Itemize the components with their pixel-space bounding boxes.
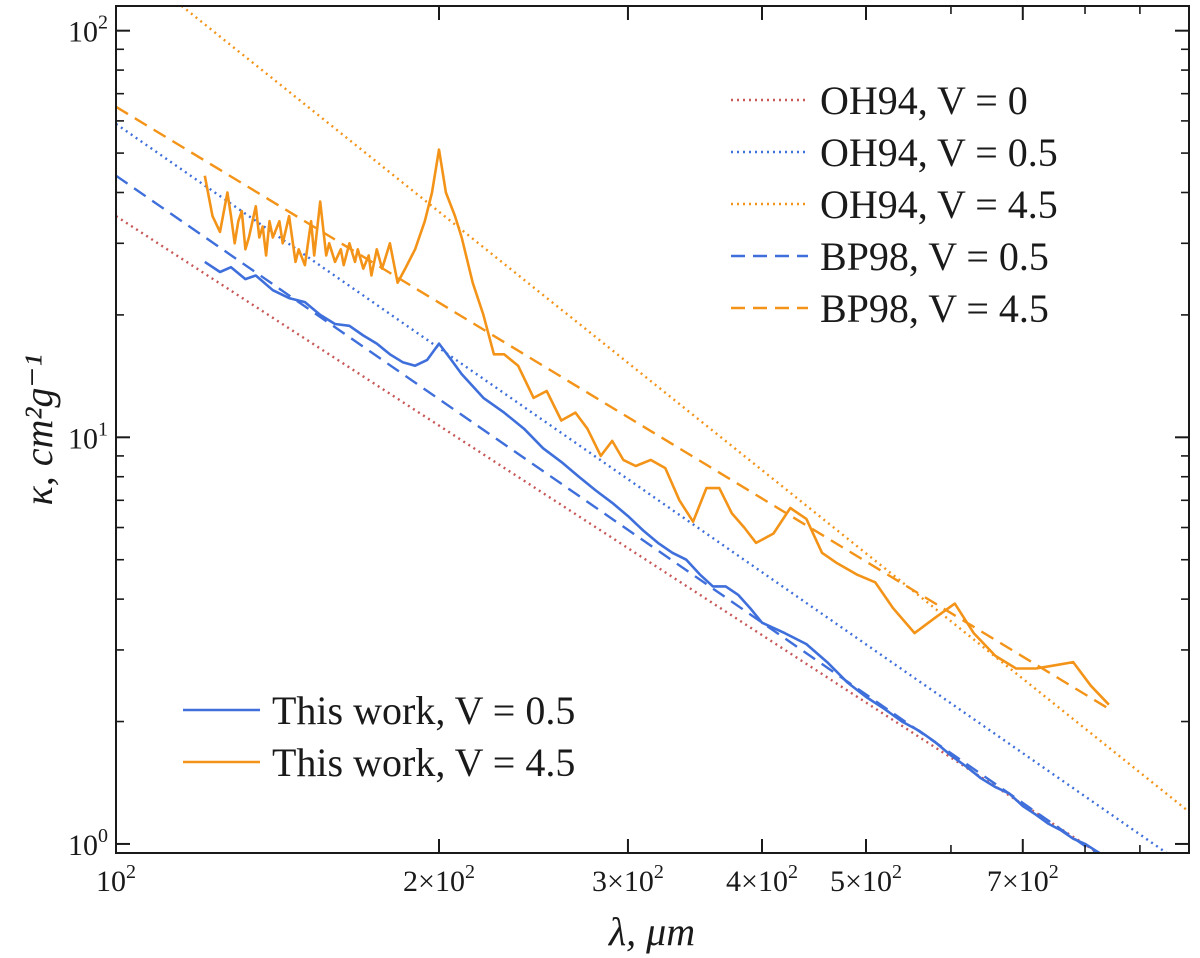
series-line-oh94-v-4-5 [179,6,1189,813]
x-tick-label: 102 [96,861,136,898]
legend-label: BP98, V = 4.5 [820,286,1049,331]
series-line-bp98-v-4-5 [116,105,1110,710]
legend-entry-oh94-v-0-5: OH94, V = 0.5 [731,130,1058,175]
y-tick-label: 102 [68,12,108,49]
legend-entry-bp98-v-0-5: BP98, V = 0.5 [731,234,1049,279]
x-tick-label: 2×102 [403,861,475,898]
legend-entry-bp98-v-4-5: BP98, V = 4.5 [731,286,1049,331]
x-tick-label: 7×102 [987,861,1059,898]
series-layer [116,6,1189,853]
legend-entry-oh94-v-0: OH94, V = 0 [731,78,1028,123]
legend-entry-oh94-v-4-5: OH94, V = 4.5 [731,182,1058,227]
legend-label: This work, V = 0.5 [272,688,575,733]
legend-entry-this-work-v-4-5: This work, V = 4.5 [183,740,575,785]
x-tick-label: 4×102 [726,861,798,898]
legend-label: OH94, V = 0.5 [820,130,1058,175]
x-tick-label: 5×102 [830,861,902,898]
legend-entry-this-work-v-0-5: This work, V = 0.5 [183,688,575,733]
series-line-this-work-v-0-5 [204,260,1102,853]
legend-label: OH94, V = 0 [820,78,1028,123]
y-tick-label: 100 [68,825,108,862]
legend-label: This work, V = 4.5 [272,740,575,785]
y-tick-label: 101 [68,418,108,455]
y-axis-label: κ, cm²g⁻¹ [16,355,61,506]
legend-layer: OH94, V = 0 OH94, V = 0.5 OH94, V = 4.5 BP9… [183,78,1058,785]
legend-label: OH94, V = 4.5 [820,182,1058,227]
x-axis-label: λ, μm [608,909,695,954]
legend-label: BP98, V = 0.5 [820,234,1049,279]
x-tick-label: 3×102 [592,861,664,898]
tick-layer: 102 2×102 3×102 4×102 5×102 7×102 100 101 102 [68,6,1189,898]
series-line-bp98-v-0-5 [116,174,1098,853]
series-line-this-work-v-4-5 [203,148,1110,706]
plot-frame [115,5,1190,854]
